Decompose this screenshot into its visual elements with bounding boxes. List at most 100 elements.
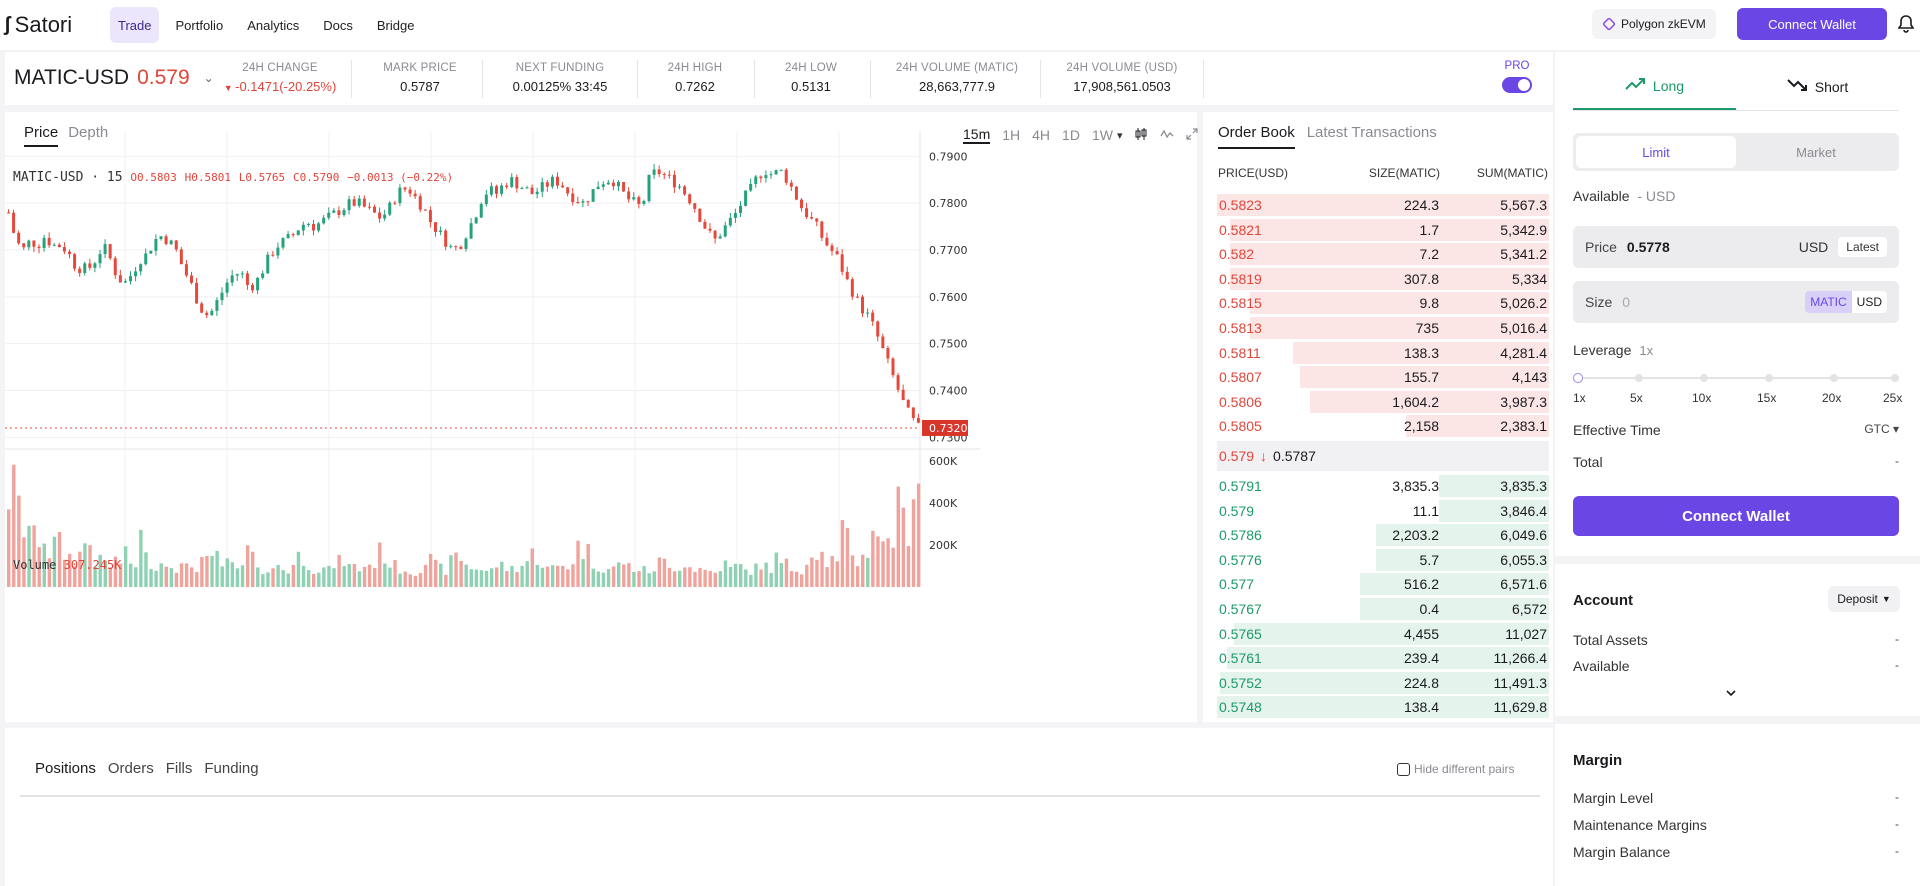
ask-row[interactable]: 0.5815 9.8 5,026.2 <box>1217 292 1549 315</box>
unit-usd-button[interactable]: USD <box>1856 295 1882 309</box>
candle-body <box>617 181 620 187</box>
nav-analytics[interactable]: Analytics <box>247 17 300 33</box>
bid-row[interactable]: 0.5748 138.4 11,629.8 <box>1217 696 1549 719</box>
ticker-bar: MATIC-USD 0.579 ⌄ 24H CHANGE ▼ -0.1471(-… <box>5 52 1553 105</box>
ask-row[interactable]: 0.5823 224.3 5,567.3 <box>1217 194 1549 216</box>
tab-latest-transactions[interactable]: Latest Transactions <box>1306 124 1437 141</box>
deposit-dropdown[interactable]: Deposit ▼ <box>1828 586 1900 612</box>
ask-row[interactable]: 0.5806 1,604.2 3,987.3 <box>1217 390 1549 413</box>
depth-bar <box>1230 218 1549 241</box>
line-chart-icon[interactable] <box>1160 127 1174 144</box>
bell-icon[interactable] <box>1895 13 1917 35</box>
volume-bar <box>388 567 392 587</box>
brand-logo[interactable]: ʃ Satori <box>4 10 72 40</box>
tab-price[interactable]: Price <box>24 124 59 147</box>
slider-stop[interactable] <box>1830 374 1838 382</box>
bid-row[interactable]: 0.5752 224.8 11,491.3 <box>1217 671 1549 694</box>
price-chart[interactable]: 0.7900 0.7800 0.7700 0.7600 0.7500 0.7400 0.73… <box>5 112 1197 722</box>
network-selector[interactable]: Polygon zkEVM <box>1592 9 1716 39</box>
volume-bar <box>581 559 585 587</box>
tf-15m[interactable]: 15m <box>963 126 991 144</box>
bid-size: 138.4 <box>1403 699 1439 716</box>
expand-chevron-icon[interactable] <box>1725 686 1737 700</box>
ask-row[interactable]: 0.5813 735 5,016.4 <box>1217 317 1549 339</box>
fullscreen-icon[interactable] <box>1186 127 1199 143</box>
bid-row[interactable]: 0.5765 4,455 11,027 <box>1217 622 1549 645</box>
candle-body <box>525 187 529 189</box>
tab-fills[interactable]: Fills <box>165 760 193 777</box>
tab-long[interactable]: Long <box>1573 64 1736 110</box>
slider-stop[interactable] <box>1891 374 1899 382</box>
nav-bridge[interactable]: Bridge <box>376 17 415 33</box>
volume-bar <box>830 556 834 587</box>
bid-row[interactable]: 0.579 11.1 3,846.4 <box>1217 499 1549 522</box>
price-axis-label: 0.7500 <box>929 338 968 351</box>
candlestick-icon[interactable] <box>1134 127 1148 144</box>
nav-trade[interactable]: Trade <box>110 7 160 43</box>
tf-1h[interactable]: 1H <box>1002 127 1021 143</box>
tab-orders[interactable]: Orders <box>107 760 154 777</box>
volume-bar <box>805 564 809 587</box>
nav-docs[interactable]: Docs <box>323 17 353 33</box>
bid-row[interactable]: 0.5761 239.4 11,266.4 <box>1217 647 1549 670</box>
ask-row[interactable]: 0.5807 155.7 4,143 <box>1217 366 1549 389</box>
price-input[interactable]: 0.5778 <box>1626 239 1670 255</box>
leverage-slider[interactable]: 1x 5x 10x 15x 20x 25x <box>1573 373 1902 405</box>
pair-selector[interactable]: MATIC-USD 0.579 ⌄ <box>14 66 214 90</box>
latest-price-button[interactable]: Latest <box>1838 237 1887 257</box>
slider-stop[interactable] <box>1635 374 1643 382</box>
tf-4h[interactable]: 4H <box>1032 127 1051 143</box>
bid-row[interactable]: 0.5767 0.4 6,572 <box>1217 598 1549 620</box>
leverage-label-row: Leverage 1x <box>1573 342 1653 358</box>
gtc-dropdown[interactable]: GTC ▾ <box>1864 422 1899 436</box>
tab-positions[interactable]: Positions <box>35 760 96 797</box>
volume-bar <box>774 552 778 587</box>
volume-bar <box>200 557 204 587</box>
price-field[interactable]: Price 0.5778 USD Latest <box>1573 226 1899 268</box>
candle-body <box>764 175 768 179</box>
pro-toggle[interactable] <box>1502 77 1532 93</box>
size-input[interactable]: 0 <box>1622 294 1631 310</box>
tab-depth[interactable]: Depth <box>68 124 109 141</box>
tab-order-book[interactable]: Order Book <box>1218 124 1295 149</box>
hide-pairs-checkbox[interactable] <box>1397 762 1410 776</box>
limit-button[interactable]: Limit <box>1576 136 1736 168</box>
ask-row[interactable]: 0.5821 1.7 5,342.9 <box>1217 218 1549 241</box>
hide-pairs-option[interactable]: Hide different pairs <box>1397 762 1515 776</box>
volume-bar <box>820 551 824 587</box>
bid-row[interactable]: 0.5776 5.7 6,055.3 <box>1217 548 1549 571</box>
volume-bar <box>489 568 494 587</box>
candle-body <box>632 197 636 200</box>
bid-sum: 6,571.6 <box>1500 576 1547 593</box>
chart-panel: 0.7900 0.7800 0.7700 0.7600 0.7500 0.7400 0.73… <box>5 112 1199 722</box>
ask-row[interactable]: 0.5819 307.8 5,334 <box>1217 267 1549 290</box>
nav-portfolio[interactable]: Portfolio <box>175 17 224 33</box>
volume-bar <box>408 574 412 587</box>
volume-bar <box>52 536 57 587</box>
available-label: Available <box>1573 188 1630 204</box>
bid-row[interactable]: 0.5786 2,203.2 6,049.6 <box>1217 524 1549 547</box>
size-field[interactable]: Size 0 MATIC USD <box>1573 281 1899 323</box>
tab-funding[interactable]: Funding <box>204 760 259 777</box>
slider-handle[interactable] <box>1573 373 1583 383</box>
tf-1w[interactable]: 1W <box>1091 127 1113 143</box>
bid-row[interactable]: 0.577 516.2 6,571.6 <box>1217 573 1549 596</box>
ask-row[interactable]: 0.5805 2,158 2,383.1 <box>1217 415 1549 438</box>
stat-label: NEXT FUNDING <box>515 62 605 74</box>
ask-row[interactable]: 0.582 7.2 5,341.2 <box>1217 243 1549 266</box>
tf-1d[interactable]: 1D <box>1062 127 1080 143</box>
market-button[interactable]: Market <box>1796 144 1836 160</box>
unit-matic-button[interactable]: MATIC <box>1805 291 1852 313</box>
ask-sum: 4,281.4 <box>1500 344 1547 361</box>
tab-short[interactable]: Short <box>1736 64 1899 110</box>
connect-wallet-button[interactable]: Connect Wallet <box>1573 496 1899 536</box>
volume-bar <box>520 565 524 587</box>
candle-body <box>73 254 77 269</box>
bid-row[interactable]: 0.5791 3,835.3 3,835.3 <box>1217 475 1549 497</box>
candle-body <box>703 221 707 229</box>
slider-stop[interactable] <box>1765 374 1773 382</box>
chevron-down-icon[interactable]: ▾ <box>1116 129 1123 142</box>
connect-wallet-header-button[interactable]: Connect Wallet <box>1737 8 1887 40</box>
ask-row[interactable]: 0.5811 138.3 4,281.4 <box>1217 341 1549 364</box>
slider-stop[interactable] <box>1700 374 1708 382</box>
